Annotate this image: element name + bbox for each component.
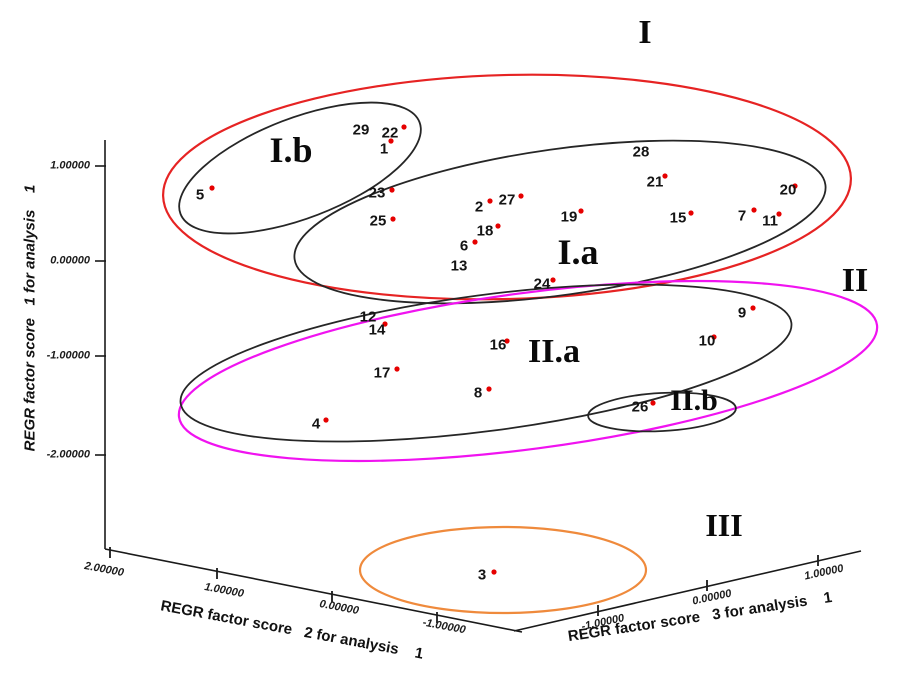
cluster-ellipse-I <box>162 73 852 301</box>
data-point-label: 19 <box>560 208 578 226</box>
data-point-label: 25 <box>369 212 387 230</box>
data-point-dot <box>504 338 510 344</box>
data-point-label: 12 <box>359 308 377 326</box>
cluster-ellipse-II <box>177 279 879 463</box>
y-tick-label: 1.00000 <box>50 159 90 172</box>
data-point-label: 29 <box>352 121 370 139</box>
data-point-dot <box>487 198 493 204</box>
data-point-label: 27 <box>498 191 516 209</box>
data-point-dot <box>390 216 396 222</box>
cluster-group-label: II <box>841 262 869 299</box>
data-point-label: 26 <box>631 398 649 416</box>
cluster-group-label: I.a <box>557 232 599 272</box>
data-point-label: 17 <box>373 364 391 382</box>
data-point-dot <box>401 124 407 130</box>
data-point-dot <box>550 277 556 283</box>
data-point-label: 13 <box>450 257 468 275</box>
data-point-label: 5 <box>195 186 205 204</box>
data-point-label: 16 <box>489 336 507 354</box>
x2-axis-line <box>104 548 523 633</box>
data-point-label: 14 <box>368 321 386 339</box>
data-point-label: 9 <box>737 304 747 322</box>
data-point-dot <box>323 417 329 423</box>
data-point-label: 11 <box>762 212 778 230</box>
data-point-dot <box>491 569 497 575</box>
data-point-label: 20 <box>779 181 797 199</box>
data-point-dot <box>751 207 757 213</box>
data-point-dot <box>209 185 215 191</box>
data-point-label: 15 <box>669 209 687 227</box>
data-point-label: 10 <box>698 332 716 350</box>
y-tick-label: -1.00000 <box>46 349 90 362</box>
data-point-label: 8 <box>473 384 483 402</box>
cluster-group-label: II.b <box>670 384 718 417</box>
cluster-ellipse-II.b <box>587 391 737 433</box>
y-tick-label: -2.00000 <box>46 448 90 461</box>
x3-axis-line <box>513 550 862 632</box>
data-point-dot <box>389 187 395 193</box>
cluster-ellipse-II.a <box>179 283 793 443</box>
data-point-dot <box>472 239 478 245</box>
data-point-dot <box>792 183 798 189</box>
data-point-dot <box>495 223 501 229</box>
data-point-label: 28 <box>632 143 650 161</box>
data-point-label: 21 <box>646 173 664 191</box>
data-point-dot <box>688 210 694 216</box>
cluster-group-label: I.b <box>269 130 313 170</box>
data-point-label: 18 <box>476 222 494 240</box>
cluster-group-label: III <box>705 507 743 543</box>
data-point-dot <box>662 173 668 179</box>
data-point-dot <box>486 386 492 392</box>
cluster-group-label: I <box>638 14 652 51</box>
data-point-dot <box>578 208 584 214</box>
cluster-ellipse-I.b <box>178 101 422 235</box>
data-point-label: 3 <box>477 566 487 584</box>
data-point-dot <box>382 321 388 327</box>
data-point-label: 4 <box>311 415 321 433</box>
data-point-dot <box>776 211 782 217</box>
cluster-ellipse-I.a <box>293 139 827 305</box>
data-point-dot <box>750 305 756 311</box>
data-point-label: 7 <box>737 207 747 225</box>
data-point-label: 22 <box>381 124 399 142</box>
data-point-label: 23 <box>368 184 386 202</box>
data-point-label: 1 <box>379 140 389 158</box>
y-axis-title: REGR factor score 1 for analysis 1 <box>21 184 39 452</box>
data-point-dot <box>388 138 394 144</box>
data-point-dot <box>650 400 656 406</box>
data-point-dot <box>711 334 717 340</box>
data-point-label: 2 <box>474 198 484 216</box>
y-tick-label: 0.00000 <box>50 254 90 267</box>
data-point-dot <box>394 366 400 372</box>
data-point-label: 24 <box>533 275 551 293</box>
cluster-group-label: II.a <box>528 333 580 370</box>
data-point-label: 6 <box>459 237 469 255</box>
cluster-ellipse-III <box>358 525 648 615</box>
data-point-dot <box>518 193 524 199</box>
